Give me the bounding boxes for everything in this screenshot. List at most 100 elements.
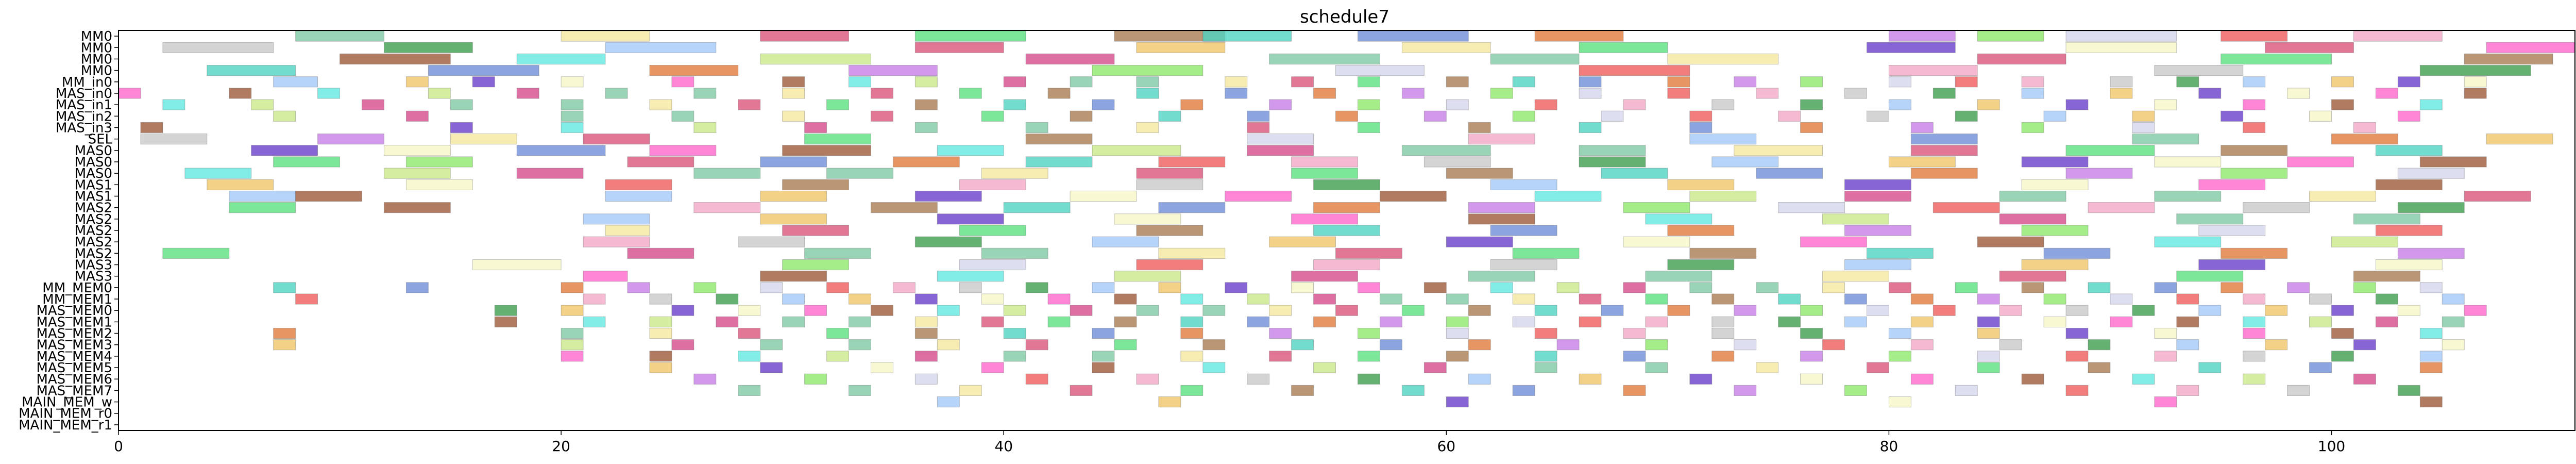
task-bar — [959, 259, 1026, 271]
task-bar — [2265, 305, 2288, 316]
task-bar — [2043, 110, 2066, 122]
task-bar — [1468, 339, 1491, 351]
task-bar — [1247, 134, 1314, 145]
task-bar — [561, 76, 584, 88]
task-bar — [649, 362, 672, 373]
task-bar — [1534, 305, 1557, 316]
task-bar — [760, 339, 783, 351]
x-tick-label: 20 — [552, 438, 570, 455]
task-bar — [2065, 351, 2089, 362]
task-bar — [2397, 305, 2420, 316]
task-bar — [1579, 65, 1690, 76]
task-bar — [2110, 293, 2133, 305]
task-bar — [140, 122, 163, 134]
task-bar — [1512, 110, 1535, 122]
task-bar — [1136, 42, 1226, 53]
task-bar — [959, 88, 982, 99]
task-bar — [405, 156, 473, 168]
task-bar — [605, 190, 672, 202]
y-tick-label: MAIN_MEM_r1 — [19, 418, 112, 433]
task-bar — [2176, 339, 2199, 351]
task-bar — [2309, 362, 2332, 373]
task-bar — [2065, 99, 2089, 110]
y-tick-label: MAS_MEM3 — [36, 338, 112, 353]
task-bar — [1379, 190, 1447, 202]
task-bar — [981, 293, 1004, 305]
task-bar — [1999, 339, 2022, 351]
task-bar — [849, 385, 871, 396]
y-tick-label: MAS_MEM1 — [36, 314, 112, 330]
task-bar — [981, 316, 1004, 327]
task-bar — [1667, 88, 1690, 99]
task-bar — [1092, 362, 1115, 373]
task-bar — [1247, 316, 1270, 327]
task-bar — [118, 88, 141, 99]
task-bar — [826, 99, 850, 110]
task-bar — [1136, 179, 1204, 190]
task-bar — [561, 327, 584, 339]
task-bar — [561, 30, 650, 42]
task-bar — [2021, 156, 2089, 168]
task-bar — [2287, 385, 2310, 396]
task-bar — [2132, 305, 2155, 316]
task-bar — [738, 305, 761, 316]
task-bar — [1401, 88, 1425, 99]
task-bar — [383, 145, 451, 156]
y-tick-label: MAS2 — [75, 201, 112, 216]
task-bar — [959, 225, 1026, 236]
task-bar — [2419, 362, 2443, 373]
task-bar — [2287, 88, 2310, 99]
task-bar — [870, 110, 893, 122]
task-bar — [1977, 293, 2000, 305]
task-bar — [1357, 351, 1380, 362]
task-bar — [1844, 385, 1867, 396]
task-bar — [2375, 259, 2443, 271]
task-bar — [1247, 145, 1314, 156]
task-bar — [295, 190, 363, 202]
task-bar — [2065, 42, 2177, 53]
x-tick-label: 60 — [1437, 438, 1455, 455]
task-bar — [804, 247, 871, 259]
task-bar — [1534, 99, 1557, 110]
task-bar — [1025, 134, 1093, 145]
task-bar — [782, 293, 805, 305]
x-tick-label: 80 — [1880, 438, 1899, 455]
task-bar — [1291, 156, 1358, 168]
task-bar — [1490, 88, 1513, 99]
task-bar — [1800, 351, 1823, 362]
task-bar — [2309, 190, 2376, 202]
task-bar — [1534, 30, 1624, 42]
task-bar — [2464, 53, 2553, 65]
task-bar — [1291, 168, 1358, 179]
task-bar — [671, 305, 694, 316]
task-bar — [937, 145, 1004, 156]
task-bar — [1158, 396, 1181, 408]
task-bar — [362, 99, 384, 110]
task-bar — [317, 88, 341, 99]
task-bar — [2154, 396, 2177, 408]
task-bar — [1313, 259, 1380, 271]
task-bar — [1025, 373, 1048, 385]
task-bar — [1313, 316, 1336, 327]
task-bar — [849, 293, 871, 305]
task-bar — [627, 282, 650, 293]
task-bar — [1645, 316, 1668, 327]
task-bar — [870, 305, 893, 316]
task-bar — [914, 76, 938, 88]
task-bar — [849, 65, 938, 76]
task-bar — [1136, 225, 1204, 236]
task-bar — [561, 110, 584, 122]
task-bar — [1490, 53, 1580, 65]
task-bar — [1136, 373, 1159, 385]
task-bar — [583, 316, 606, 327]
task-bar — [1313, 362, 1336, 373]
task-bar — [1247, 373, 1270, 385]
task-bar — [2331, 327, 2354, 339]
task-bar — [273, 339, 296, 351]
task-bar — [2353, 339, 2376, 351]
task-bar — [2353, 30, 2443, 42]
y-tick-label: MAS_MEM0 — [36, 303, 112, 319]
task-bar — [1711, 293, 1735, 305]
task-bar — [849, 316, 871, 327]
task-bar — [1556, 339, 1580, 351]
